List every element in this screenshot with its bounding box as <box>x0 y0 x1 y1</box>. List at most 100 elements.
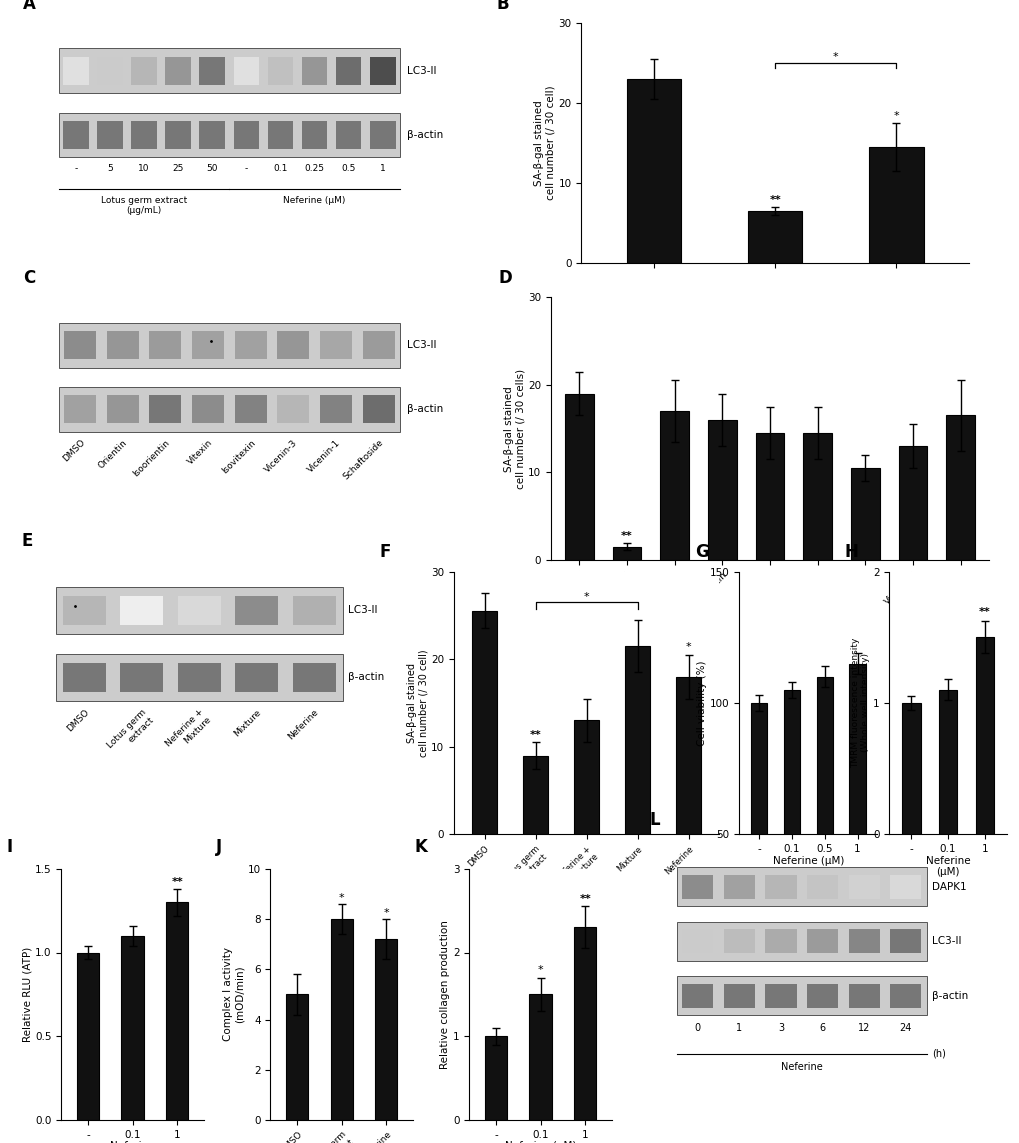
Bar <box>750 703 766 966</box>
Text: 0.5: 0.5 <box>341 163 356 173</box>
Bar <box>120 663 163 692</box>
Bar <box>806 874 838 898</box>
Bar <box>523 756 548 834</box>
Bar <box>362 331 394 359</box>
Bar <box>707 419 736 560</box>
Text: G: G <box>695 543 708 561</box>
Text: 3: 3 <box>777 1023 784 1033</box>
Bar <box>177 663 220 692</box>
Bar <box>849 663 865 966</box>
Text: -: - <box>651 306 655 317</box>
Text: -: - <box>74 163 77 173</box>
Text: +: + <box>892 370 900 381</box>
Text: *: * <box>338 894 344 903</box>
Text: 1: 1 <box>736 1023 742 1033</box>
Y-axis label: Cell viability (%): Cell viability (%) <box>697 661 706 745</box>
Bar <box>375 940 397 1120</box>
Text: **: ** <box>978 607 989 617</box>
Bar <box>63 121 89 149</box>
Bar <box>723 984 754 1008</box>
Text: Lotus germ extract: Lotus germ extract <box>587 298 673 307</box>
Text: +: + <box>770 306 779 317</box>
Text: 12: 12 <box>857 1023 869 1033</box>
Bar <box>898 446 926 560</box>
Y-axis label: SA-β-gal stained
cell number (/ 30 cell): SA-β-gal stained cell number (/ 30 cell) <box>534 86 555 200</box>
Text: 0.25: 0.25 <box>305 163 324 173</box>
Text: B: B <box>495 0 508 14</box>
Text: 50: 50 <box>206 163 218 173</box>
X-axis label: Neferine
(μM): Neferine (μM) <box>110 1141 155 1143</box>
Bar <box>612 546 641 560</box>
Y-axis label: Relative RLU (ATP): Relative RLU (ATP) <box>22 946 32 1042</box>
Text: Orientin: Orientin <box>97 438 129 471</box>
Text: *: * <box>893 111 899 121</box>
Text: LC3-II: LC3-II <box>348 606 377 615</box>
Text: *: * <box>685 642 691 653</box>
Bar <box>625 646 650 834</box>
Y-axis label: Relative collagen production: Relative collagen production <box>439 920 449 1069</box>
Text: K: K <box>415 838 427 856</box>
Bar <box>97 121 122 149</box>
Bar <box>277 331 309 359</box>
Text: Vicenin-1: Vicenin-1 <box>306 438 342 474</box>
Bar <box>574 927 596 1120</box>
Bar <box>902 703 920 834</box>
Bar <box>56 654 342 701</box>
Text: Vitexin: Vitexin <box>185 438 214 466</box>
X-axis label: Neferine
(μM): Neferine (μM) <box>925 855 969 877</box>
Bar <box>783 689 799 966</box>
Bar <box>267 121 293 149</box>
Bar <box>764 929 796 953</box>
Text: *: * <box>833 53 838 63</box>
Text: *: * <box>583 592 589 601</box>
Y-axis label: TMRM fluorescence intensity
(Whole well intensity): TMRM fluorescence intensity (Whole well … <box>850 638 869 768</box>
Bar <box>677 921 925 960</box>
Bar <box>63 57 89 85</box>
Bar <box>149 395 181 423</box>
Bar <box>131 121 157 149</box>
Text: 0: 0 <box>694 1023 700 1033</box>
Text: Schaftoside: Schaftoside <box>340 438 384 482</box>
Bar <box>816 677 833 966</box>
Bar <box>335 121 361 149</box>
Bar <box>723 874 754 898</box>
Bar <box>565 393 593 560</box>
Bar <box>320 331 352 359</box>
Bar <box>235 663 278 692</box>
Text: β-actin: β-actin <box>931 991 967 1000</box>
Text: J: J <box>216 838 222 856</box>
Bar <box>764 984 796 1008</box>
Bar <box>362 395 394 423</box>
Bar <box>200 121 225 149</box>
Bar <box>64 331 96 359</box>
Bar <box>574 720 599 834</box>
Bar <box>848 929 878 953</box>
Text: Neferine: Neferine <box>286 708 320 742</box>
Text: Lotus germ
extract: Lotus germ extract <box>106 708 156 757</box>
Text: LC3-II: LC3-II <box>931 936 960 946</box>
Bar <box>677 868 925 906</box>
Bar <box>747 210 802 263</box>
Bar <box>165 57 191 85</box>
Text: β-actin: β-actin <box>407 130 442 139</box>
Text: L: L <box>648 810 659 829</box>
Bar <box>529 994 551 1120</box>
Bar <box>59 48 399 94</box>
Bar <box>868 147 922 263</box>
Text: D: D <box>497 269 512 287</box>
Text: **: ** <box>768 195 781 205</box>
Bar <box>370 121 395 149</box>
Bar <box>660 411 689 560</box>
Bar <box>938 689 956 834</box>
Text: (50 μg/mL): (50 μg/mL) <box>587 321 637 330</box>
Bar <box>755 433 784 560</box>
Text: **: ** <box>171 878 183 887</box>
Text: -: - <box>651 370 655 381</box>
Bar <box>165 121 191 149</box>
Bar <box>59 322 399 368</box>
Text: LC3-II: LC3-II <box>407 66 436 75</box>
Bar <box>472 610 497 834</box>
Bar <box>121 936 144 1120</box>
Bar <box>890 929 920 953</box>
Text: Vicenin-3: Vicenin-3 <box>263 438 300 474</box>
